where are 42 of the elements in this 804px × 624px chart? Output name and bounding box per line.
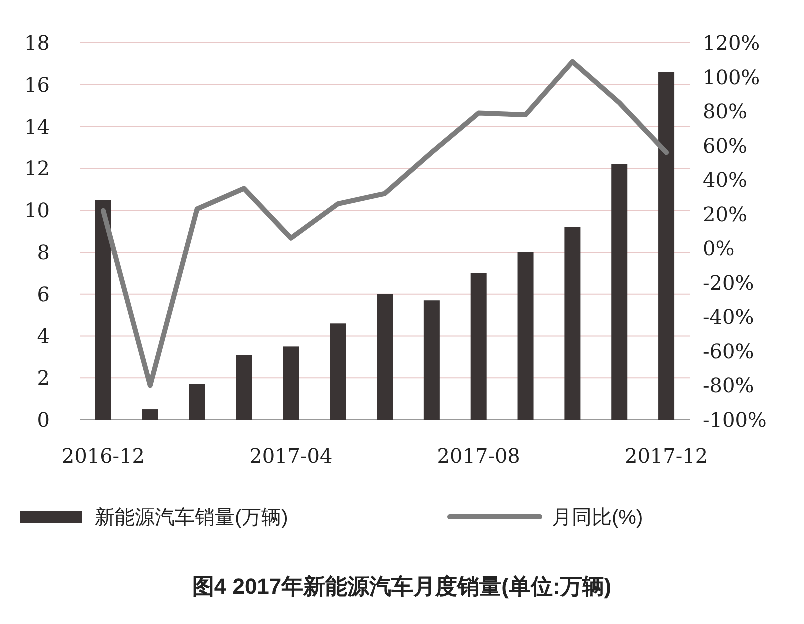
- bar: [95, 200, 112, 420]
- y2-tick-label: 60%: [703, 134, 748, 158]
- y-tick-label: 12: [24, 156, 50, 181]
- y-tick-label: 14: [24, 114, 50, 139]
- y-tick-label: 8: [37, 240, 50, 264]
- legend-label: 月同比(%): [552, 507, 644, 529]
- y-tick-label: 2: [37, 366, 50, 390]
- bar: [283, 346, 300, 420]
- bar: [658, 72, 675, 420]
- bar: [564, 227, 581, 420]
- y2-tick-label: 80%: [703, 100, 748, 124]
- y2-tick-label: 120%: [703, 31, 760, 55]
- y-tick-label: 16: [24, 72, 50, 97]
- bar: [612, 164, 628, 420]
- y2-tick-label: 100%: [703, 65, 760, 90]
- bar: [142, 410, 158, 420]
- y2-tick-label: -40%: [703, 305, 754, 330]
- y2-tick-label: 40%: [703, 168, 748, 192]
- bar: [470, 273, 487, 420]
- y2-tick-label: -80%: [703, 374, 754, 398]
- bar: [424, 300, 440, 420]
- bar: [518, 252, 534, 420]
- bar: [330, 324, 346, 420]
- legend-label: 新能源汽车销量(万辆): [95, 507, 288, 529]
- y-tick-label: 10: [24, 198, 50, 223]
- bar: [189, 384, 206, 420]
- x-tick-label: 2017-08: [437, 444, 520, 468]
- y2-tick-label: 20%: [703, 202, 748, 226]
- bar: [377, 294, 393, 420]
- y2-tick-label: -20%: [703, 270, 754, 295]
- bar: [236, 355, 252, 420]
- y-tick-label: 18: [24, 31, 50, 55]
- x-tick-label: 2017-04: [250, 444, 333, 468]
- y2-tick-label: -60%: [703, 339, 754, 364]
- y2-tick-label: -100%: [703, 408, 767, 432]
- y2-tick-label: 0%: [703, 236, 735, 261]
- y-tick-label: 6: [37, 282, 50, 306]
- x-tick-label: 2016-12: [62, 444, 146, 468]
- x-tick-label: 2017-12: [624, 444, 708, 468]
- text: 图4 2017年新能源汽车月度销量(单位:万辆): [192, 574, 612, 599]
- y-tick-label: 4: [37, 324, 50, 348]
- y-tick-label: 0: [37, 408, 50, 432]
